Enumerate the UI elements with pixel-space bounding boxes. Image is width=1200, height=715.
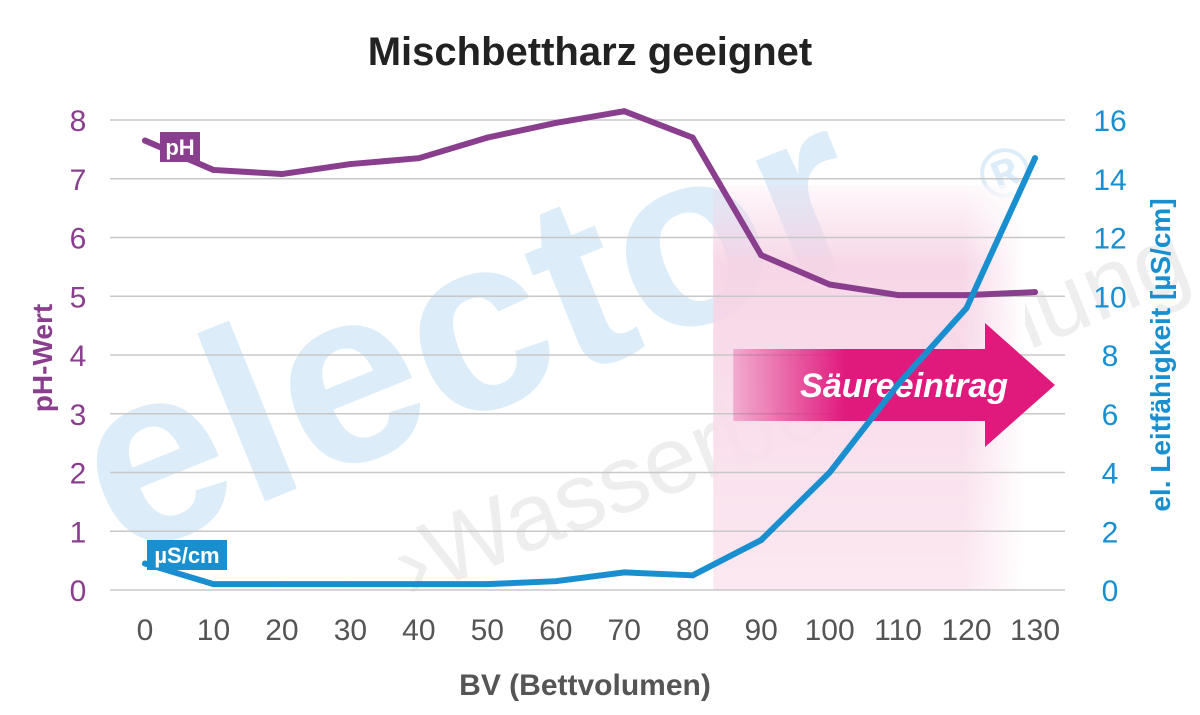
x-tick-label: 0: [137, 614, 154, 647]
y-axis-right: 0 2 4 6 8 10 12 14 16: [1093, 105, 1126, 608]
x-tick-label: 60: [539, 614, 572, 647]
data-point: [210, 166, 217, 173]
data-point: [278, 171, 285, 178]
data-point: [142, 560, 148, 567]
data-point: [142, 137, 148, 144]
y-left-tick-label: 5: [70, 281, 87, 314]
series-tag-bg: [147, 540, 227, 570]
x-tick-label: 110: [874, 614, 922, 647]
y-right-tick-label: 8: [1102, 340, 1119, 373]
x-tick-label: 40: [402, 614, 435, 647]
y-left-tick-label: 7: [70, 164, 87, 197]
grid: [110, 119, 1065, 591]
x-tick-label: 10: [197, 614, 230, 647]
data-point: [552, 578, 559, 585]
y-left-tick-label: 2: [70, 458, 87, 491]
x-tick-label: 30: [334, 614, 367, 647]
x-tick-label: 80: [676, 614, 709, 647]
x-tick-label: 100: [805, 614, 855, 647]
acid-arrow-label: Säureeintrag: [800, 367, 1008, 405]
x-tick-label: 50: [471, 614, 504, 647]
data-point: [895, 292, 902, 299]
y-left-tick-label: 6: [70, 223, 87, 256]
data-point: [758, 252, 765, 259]
data-point: [415, 581, 422, 588]
x-axis-label: BV (Bettvolumen): [459, 669, 711, 702]
chart-title: Mischbettharz geeignet: [368, 30, 813, 74]
data-point: [895, 381, 902, 388]
data-point: [484, 134, 491, 141]
data-point: [1032, 155, 1038, 162]
data-point: [689, 134, 696, 141]
y-right-tick-label: 12: [1093, 223, 1126, 256]
y-left-tick-label: 1: [70, 516, 87, 549]
data-point: [552, 119, 559, 126]
data-point: [689, 572, 696, 579]
data-point: [826, 281, 833, 288]
x-tick-label: 120: [942, 614, 992, 647]
y-right-tick-label: 2: [1102, 516, 1119, 549]
x-axis: 0 10 20 30 40 50 60 70 80 90 100 110 120 130: [137, 614, 1060, 647]
y-right-tick-label: 0: [1102, 575, 1119, 608]
y-left-tick-label: 8: [70, 105, 87, 138]
series-tags: pH µS/cm: [147, 132, 227, 570]
x-tick-label: 20: [265, 614, 298, 647]
series-tag-bg: [160, 132, 200, 162]
x-tick-label: 130: [1010, 614, 1060, 647]
y-axis-left: 0 1 2 3 4 5 6 7 8: [70, 105, 87, 608]
y-axis-left-label: pH-Wert: [27, 304, 58, 412]
series-tag-label: µS/cm: [154, 543, 219, 568]
x-tick-label: 70: [608, 614, 641, 647]
series-tag-label: pH: [165, 135, 194, 160]
x-tick-label: 90: [744, 614, 777, 647]
data-point: [278, 581, 285, 588]
data-point: [347, 581, 354, 588]
series-line-ph: [142, 108, 1038, 299]
y-right-tick-label: 4: [1102, 458, 1119, 491]
y-left-tick-label: 4: [70, 340, 87, 373]
y-left-tick-label: 3: [70, 399, 87, 432]
data-point: [210, 581, 217, 588]
y-left-tick-label: 0: [70, 575, 87, 608]
series-group: [142, 108, 1038, 588]
y-right-tick-label: 10: [1093, 281, 1126, 314]
y-axis-right-label: el. Leitfähigkeit [µS/cm]: [1145, 198, 1176, 511]
y-right-tick-label: 16: [1093, 105, 1126, 138]
series-line-conductivity: [142, 155, 1038, 588]
data-point: [621, 108, 628, 115]
data-point: [621, 569, 628, 576]
watermark: elector ® ›Wasserbehandlung: [35, 43, 1200, 619]
y-right-tick-label: 14: [1093, 164, 1126, 197]
data-point: [1032, 289, 1038, 296]
data-point: [963, 292, 970, 299]
data-point: [484, 581, 491, 588]
data-point: [758, 537, 765, 544]
data-point: [963, 305, 970, 311]
y-right-tick-label: 6: [1102, 399, 1119, 432]
data-point: [415, 155, 422, 162]
data-point: [826, 469, 833, 476]
data-point: [347, 161, 354, 168]
